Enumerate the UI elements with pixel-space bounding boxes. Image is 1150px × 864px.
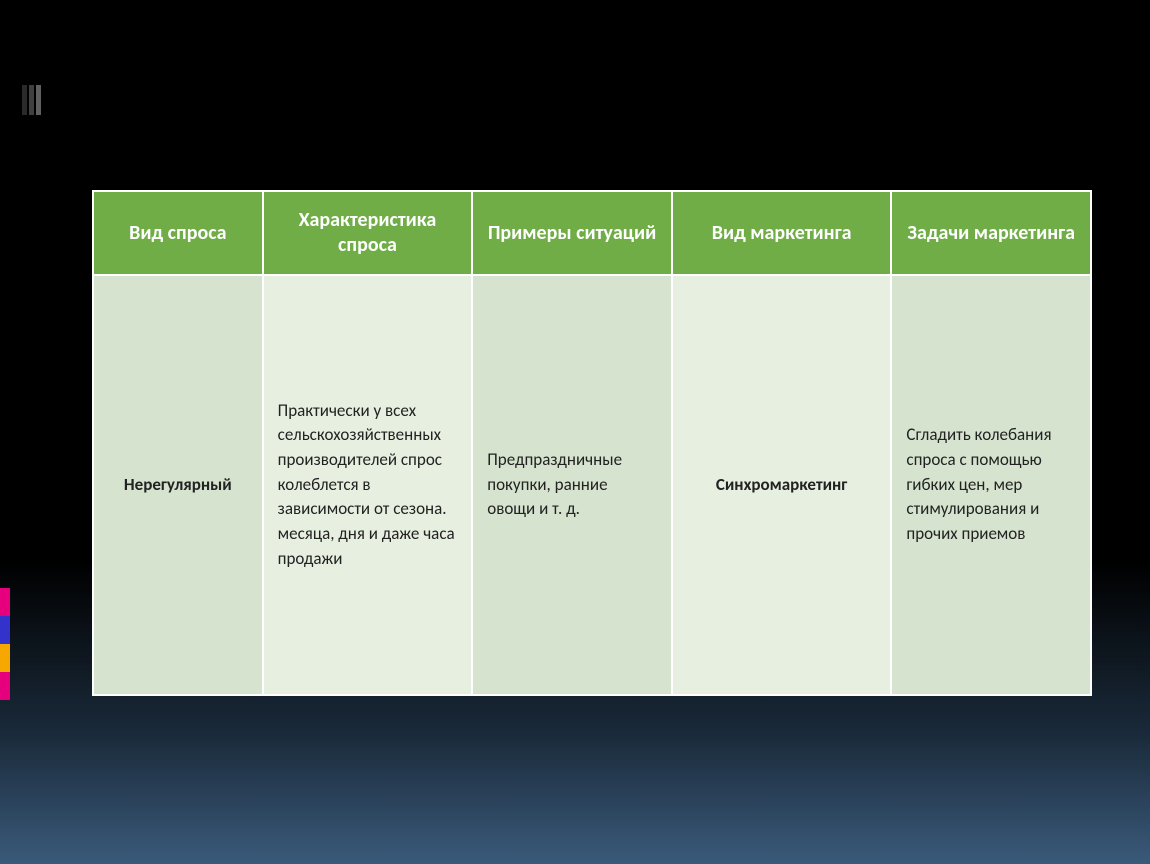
deco-bar — [36, 85, 41, 115]
cell-marketing-type: Синхромаркетинг — [672, 275, 892, 695]
deco-bar — [0, 588, 10, 616]
deco-bar — [29, 85, 34, 115]
deco-bar — [0, 616, 10, 644]
deco-bar — [0, 644, 10, 672]
deco-bar — [0, 672, 10, 700]
cell-characteristic: Практически у всех сельскохозяйственных … — [263, 275, 473, 695]
table-container: Вид спроса Характеристика спроса Примеры… — [92, 190, 1092, 696]
header-characteristic: Характеристика спроса — [263, 191, 473, 275]
header-examples: Примеры ситуаций — [472, 191, 672, 275]
deco-bar — [22, 85, 27, 115]
header-marketing-type: Вид маркетинга — [672, 191, 892, 275]
marketing-table: Вид спроса Характеристика спроса Примеры… — [92, 190, 1092, 696]
table-row: Нерегулярный Практически у всех сельскох… — [93, 275, 1091, 695]
decoration-bars-top — [22, 85, 41, 115]
header-demand-type: Вид спроса — [93, 191, 263, 275]
cell-tasks: Сгладить колебания спроса с помощью гибк… — [891, 275, 1091, 695]
cell-examples: Предпраздничные покупки, ранние овощи и … — [472, 275, 672, 695]
cell-demand-type: Нерегулярный — [93, 275, 263, 695]
header-tasks: Задачи маркетинга — [891, 191, 1091, 275]
decoration-bars-left — [0, 588, 10, 700]
table-header-row: Вид спроса Характеристика спроса Примеры… — [93, 191, 1091, 275]
